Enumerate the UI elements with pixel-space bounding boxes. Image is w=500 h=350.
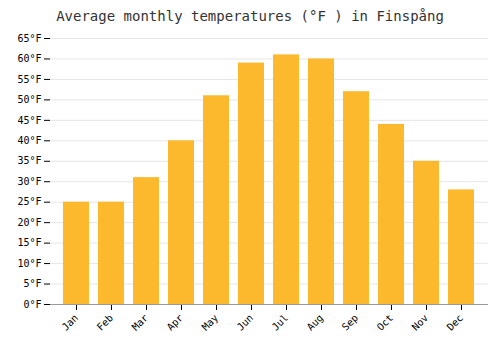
svg-text:30°F: 30°F: [17, 176, 41, 187]
svg-text:15°F: 15°F: [17, 237, 41, 248]
svg-text:0°F: 0°F: [23, 299, 41, 310]
svg-text:10°F: 10°F: [17, 258, 41, 269]
svg-text:Mar: Mar: [130, 312, 151, 333]
svg-text:Feb: Feb: [95, 312, 116, 333]
svg-text:Nov: Nov: [410, 312, 431, 333]
svg-text:Apr: Apr: [165, 312, 186, 333]
svg-text:50°F: 50°F: [17, 94, 41, 105]
svg-text:20°F: 20°F: [17, 217, 41, 228]
svg-text:Sep: Sep: [340, 312, 361, 333]
svg-text:40°F: 40°F: [17, 135, 41, 146]
svg-text:65°F: 65°F: [17, 33, 41, 44]
svg-text:Jul: Jul: [270, 312, 291, 333]
svg-text:May: May: [200, 312, 221, 333]
svg-text:55°F: 55°F: [17, 74, 41, 85]
svg-text:Jan: Jan: [60, 312, 81, 333]
svg-text:25°F: 25°F: [17, 196, 41, 207]
svg-text:Jun: Jun: [235, 312, 256, 333]
svg-text:Dec: Dec: [445, 312, 466, 333]
html-text:Average monthly temperatures (: Average monthly temperatures (°F ) in Fi…: [56, 8, 444, 24]
svg-text:5°F: 5°F: [23, 278, 41, 289]
svg-text:Aug: Aug: [305, 312, 326, 333]
svg-text:Oct: Oct: [375, 312, 396, 333]
svg-text:35°F: 35°F: [17, 155, 41, 166]
svg-text:60°F: 60°F: [17, 53, 41, 64]
svg-text:45°F: 45°F: [17, 115, 41, 126]
